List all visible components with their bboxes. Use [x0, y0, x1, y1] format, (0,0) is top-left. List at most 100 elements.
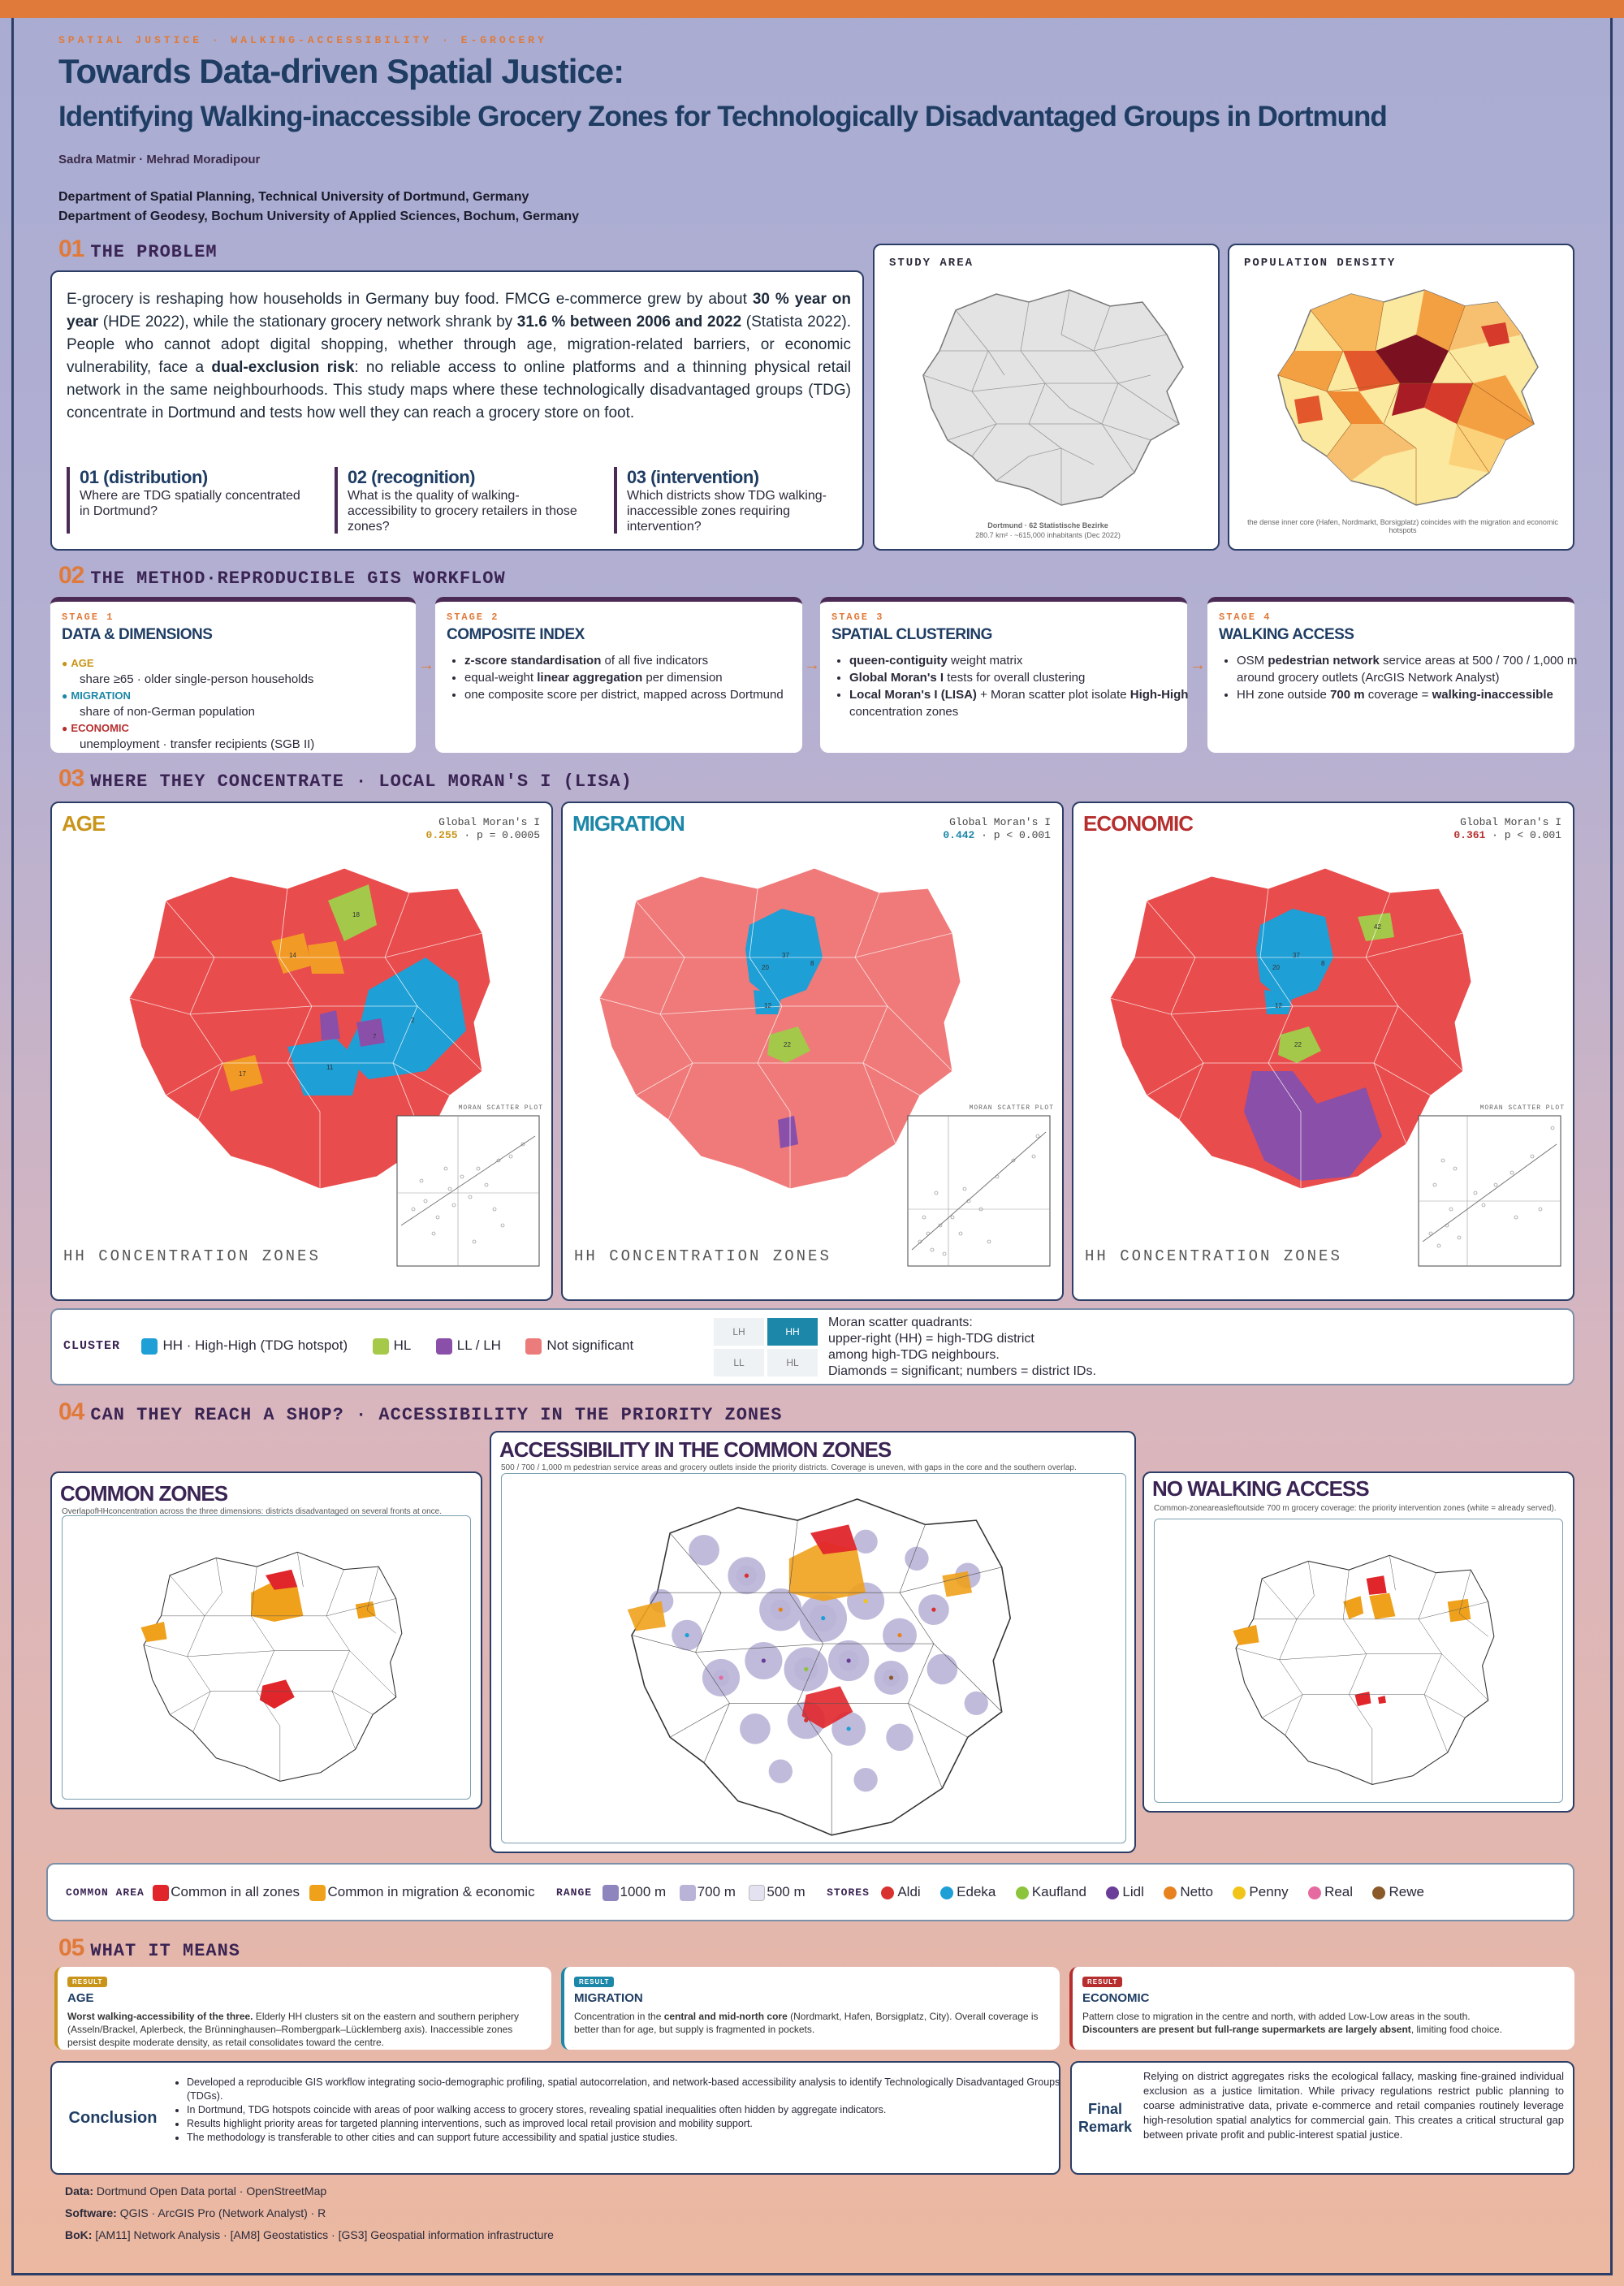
svg-text:42: 42	[1374, 923, 1381, 931]
stage-4-item-1-text-b: service areas at 500 / 700 / 1,000 m aro…	[1237, 654, 1578, 685]
stage-4-item-1-bold: pedestrian network	[1268, 654, 1380, 668]
stage-3-item-2-bold: Global Moran's I	[849, 671, 944, 685]
lisa-economic-global-morans: Global Moran's I 0.361 · p < 0.001	[1453, 816, 1561, 842]
stage-1-label: STAGE 1	[62, 611, 114, 623]
lisa-age-gm-label: Global Moran's I	[438, 816, 540, 828]
question-3: 03 (intervention) Which districts show T…	[614, 467, 849, 534]
section-2-number: 02	[58, 562, 84, 589]
stage-3-card: STAGE 3 SPATIAL CLUSTERING queen-contigu…	[820, 597, 1189, 753]
legend-range-label: RANGE	[556, 1886, 593, 1899]
lisa-age-map: 18 14 2 11 17 7	[128, 867, 490, 1190]
legend-store-kaufland-label: Kaufland	[1031, 1884, 1086, 1900]
dimension-economic-desc: unemployment · transfer recipients (SGB …	[80, 737, 315, 751]
svg-text:17: 17	[239, 1070, 246, 1078]
stage-4-card: STAGE 4 WALKING ACCESS OSM pedestrian ne…	[1207, 597, 1578, 753]
final-remark-title: Final Remark	[1072, 2063, 1138, 2173]
stage-4-item-2-text-a: HH zone outside	[1237, 688, 1331, 702]
svg-text:11: 11	[326, 1064, 334, 1071]
stage-4-item: HH zone outside 700 m coverage = walking…	[1237, 686, 1578, 703]
question-2-heading: 02 (recognition)	[348, 467, 476, 487]
legend-store-lidl-label: Lidl	[1122, 1884, 1144, 1900]
quadrant-hl: HL	[767, 1349, 818, 1376]
stage-3-item-1-bold: queen-contiguity	[849, 654, 948, 668]
stage-4-item-1-text-a: OSM	[1237, 654, 1268, 668]
lisa-age-panel: AGE Global Moran's I 0.255 · p = 0.0005 …	[50, 802, 553, 1301]
conclusion-list: Developed a reproducible GIS workflow in…	[187, 2076, 1064, 2145]
problem-card: E-grocery is reshaping how households in…	[50, 270, 864, 551]
result-economic-content: RESULT ECONOMIC Pattern close to migrati…	[1082, 1973, 1566, 2036]
legend-store-penny-dot	[1233, 1886, 1246, 1899]
legend-hl: HL	[372, 1337, 411, 1355]
lisa-age-global-morans: Global Moran's I 0.255 · p = 0.0005	[426, 816, 540, 842]
footer-data: Data: Dortmund Open Data portal · OpenSt…	[65, 2184, 326, 2197]
footer-bok-value: [AM11] Network Analysis · [AM8] Geostati…	[95, 2228, 554, 2241]
question-3-text: Which districts show TDG walking-inacces…	[627, 489, 827, 534]
stage-2-item-2-bold: linear aggregation	[537, 671, 643, 685]
legend-store-netto-label: Netto	[1180, 1884, 1213, 1900]
legend-store-penny-label: Penny	[1249, 1884, 1289, 1900]
conclusion-title: Conclusion	[68, 2108, 158, 2127]
stage-2-card: STAGE 2 COMPOSITE INDEX z-score standard…	[435, 597, 802, 753]
legend-ll: LL / LH	[435, 1337, 501, 1355]
legend-store-edeka: Edeka	[940, 1884, 996, 1900]
legend-store-aldi-label: Aldi	[897, 1884, 921, 1900]
lisa-migration-gm-label: Global Moran's I	[949, 816, 1051, 828]
lisa-age-gm-value: 0.255	[425, 829, 458, 841]
result-economic-bold: Discounters are present but full-range s…	[1082, 2024, 1411, 2035]
accessibility-legend-items: COMMON AREA Common in all zones Common i…	[66, 1884, 1424, 1901]
svg-text:22: 22	[784, 1041, 791, 1048]
svg-text:20: 20	[762, 964, 769, 971]
stage-3-item-1-text: weight matrix	[947, 654, 1023, 668]
result-age-badge: RESULT	[67, 1977, 108, 1987]
stage-3-item-3-bold-b: High-High	[1129, 688, 1189, 702]
legend-range-1000-swatch	[602, 1884, 619, 1901]
lisa-economic-gm-label: Global Moran's I	[1460, 816, 1561, 828]
result-migration-badge: RESULT	[574, 1977, 615, 1987]
accessibility-title: ACCESSIBILITY IN THE COMMON ZONES	[499, 1437, 892, 1462]
legend-store-lidl-dot	[1106, 1886, 1120, 1899]
legend-range-1000: 1000 m	[602, 1884, 666, 1901]
lisa-age-gm-p: · p = 0.0005	[464, 829, 540, 841]
poster-subtitle: Identifying Walking-inaccessible Grocery…	[58, 101, 1388, 132]
result-economic-text: Pattern close to migration in the centre…	[1082, 2010, 1566, 2036]
population-density-map	[1277, 289, 1539, 506]
legend-common-mig-eco: Common in migration & economic	[309, 1884, 535, 1901]
common-zones-map	[140, 1551, 403, 1782]
lisa-migration-gm-p: · p < 0.001	[981, 829, 1051, 841]
problem-text-3: (Statista 2022). People who cannot adopt…	[67, 313, 851, 376]
arrow-icon: →	[418, 656, 434, 674]
result-migration-content: RESULT MIGRATION Concentration in the ce…	[574, 1973, 1052, 2036]
no-walking-access-subtitle: Common-zoneareasleftoutside 700 m grocer…	[1154, 1504, 1557, 1513]
legend-range-700-swatch	[679, 1884, 696, 1901]
legend-store-netto-dot	[1164, 1886, 1177, 1899]
dimension-migration-desc: share of non-German population	[80, 705, 255, 719]
conclusion-item: Results highlight priority areas for tar…	[187, 2117, 1064, 2131]
svg-text:14: 14	[289, 952, 296, 959]
result-economic-body: , limiting food choice.	[1410, 2024, 1502, 2035]
problem-bold-2: 31.6 % between 2006 and 2022	[516, 313, 742, 331]
lisa-economic-gm-value: 0.361	[1453, 829, 1486, 841]
stage-2-item-2-text-a: equal-weight	[464, 671, 538, 685]
common-zones-title: COMMON ZONES	[60, 1481, 228, 1506]
department-1: Department of Spatial Planning, Technica…	[58, 190, 529, 204]
section-4-number: 04	[58, 1398, 84, 1425]
arrow-icon: →	[804, 656, 820, 674]
svg-text:8: 8	[1321, 960, 1325, 967]
stage-3-label: STAGE 3	[831, 611, 884, 623]
lisa-economic-scatter: MORAN SCATTER PLOT	[1402, 1104, 1565, 1291]
lisa-age-scatter: MORAN SCATTER PLOT	[381, 1104, 543, 1291]
poster-frame	[11, 18, 1613, 2275]
problem-text-1: E-grocery is reshaping how households in…	[67, 291, 753, 308]
result-migration-body: (Nordmarkt, Hafen, Borsigplatz, City). O…	[574, 2011, 1039, 2035]
lisa-migration-map: 37 20 8 12 22	[598, 867, 961, 1190]
authors: Sadra Matmir · Mehrad Moradipour	[58, 153, 261, 166]
result-economic-badge: RESULT	[1082, 1977, 1123, 1987]
lisa-migration-hh-label: HH CONCENTRATION ZONES	[574, 1247, 831, 1265]
stage-2-title: COMPOSITE INDEX	[447, 626, 585, 643]
final-remark-title-2: Remark	[1078, 2119, 1133, 2135]
final-remark-title-1: Final	[1087, 2101, 1122, 2117]
dimension-economic-name: ECONOMIC	[71, 722, 129, 734]
legend-ll-swatch	[435, 1337, 452, 1355]
result-migration-pre: Concentration in the	[574, 2011, 664, 2022]
result-economic-text1: Pattern close to migration in the centre…	[1082, 2011, 1471, 2022]
